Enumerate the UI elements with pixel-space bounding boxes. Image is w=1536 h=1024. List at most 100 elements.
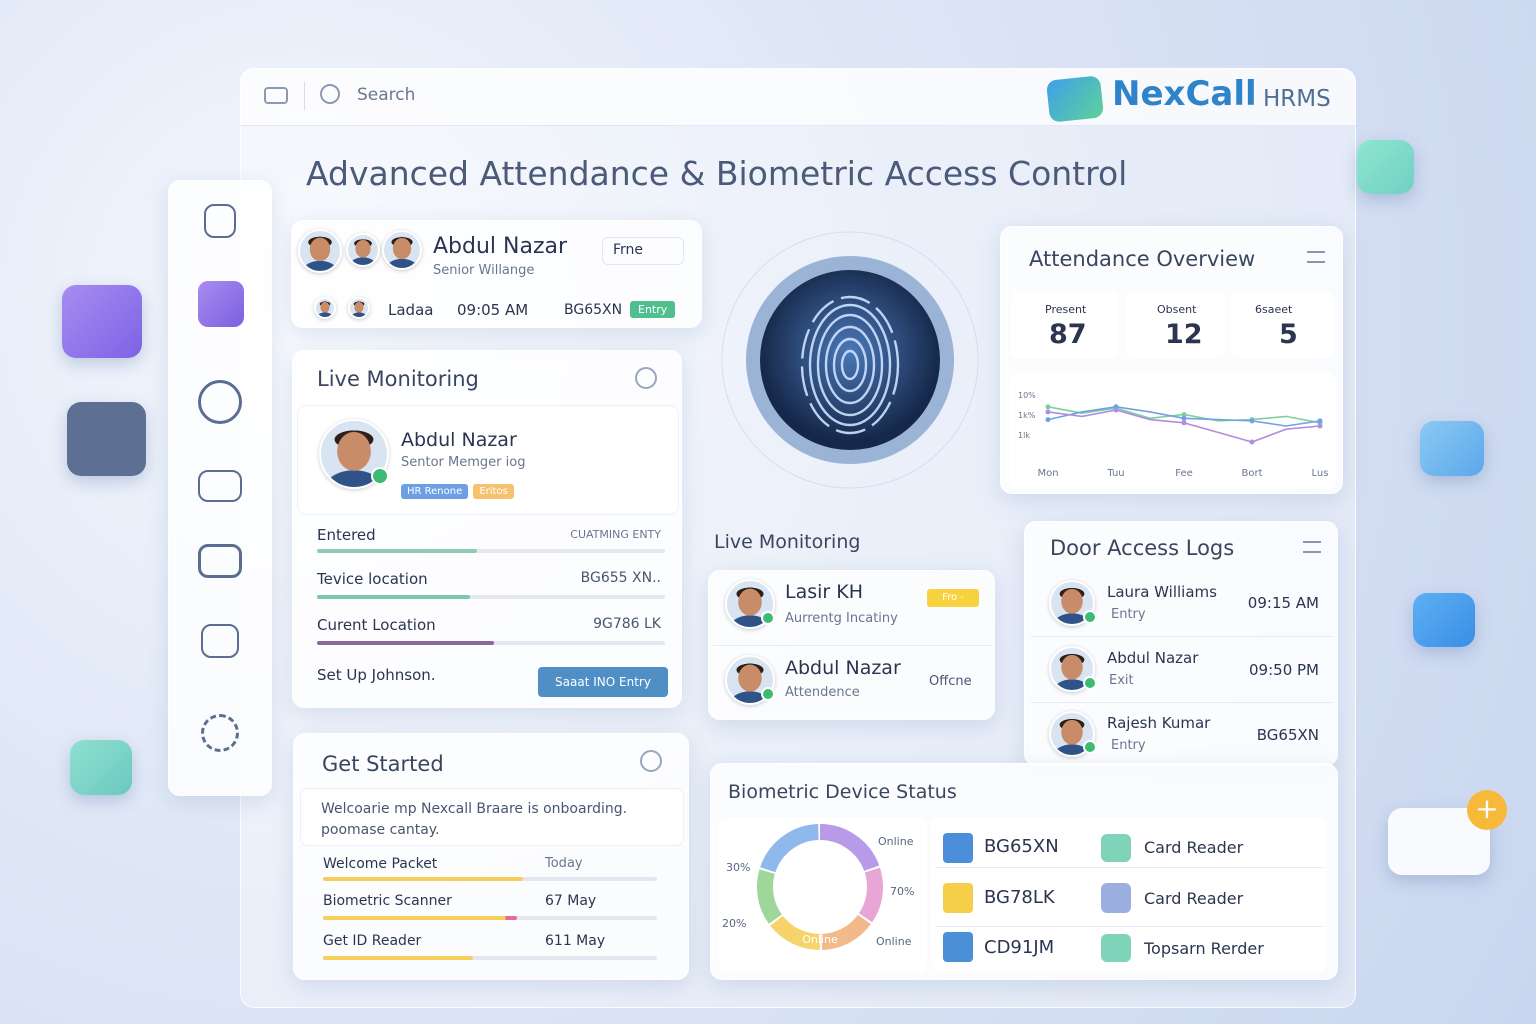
- stat-tile: 6saeet 5: [1231, 291, 1334, 358]
- fingerprint-lines: [800, 295, 900, 435]
- device-id: BG78LK: [984, 887, 1055, 908]
- nav-icon[interactable]: [204, 204, 236, 238]
- data-point: [1181, 411, 1187, 417]
- avatar: [346, 233, 380, 267]
- tag: Eritos: [473, 484, 514, 499]
- stat-value: 12: [1165, 319, 1203, 350]
- live-monitoring-card: Live Monitoring Abdul Nazar Sentor Memge…: [292, 350, 682, 708]
- filter-select[interactable]: Frne: [602, 237, 684, 265]
- search-input[interactable]: Search: [357, 85, 416, 105]
- verified-badge: [1083, 610, 1097, 624]
- card-title: Get Started: [322, 752, 444, 776]
- task-label: Get ID Reader: [323, 933, 422, 949]
- donut-segment: [757, 824, 883, 950]
- log-name: Laura Williams: [1107, 583, 1217, 601]
- checkbox[interactable]: [943, 833, 973, 863]
- row-separator: [1031, 636, 1333, 637]
- progress-fill: [317, 595, 471, 599]
- row-separator: [935, 926, 1323, 927]
- add-button[interactable]: [640, 750, 662, 772]
- menu-icon[interactable]: [1307, 251, 1325, 263]
- stat-value: 5: [1279, 319, 1298, 350]
- task-date: Today: [545, 856, 583, 871]
- door-access-logs-card: Door Access Logs Laura Williams Entry 09…: [1024, 521, 1338, 766]
- get-started-card: Get Started Welcoarie mp Nexcall Braare …: [293, 733, 689, 980]
- avatar: [348, 297, 370, 319]
- nav-icon[interactable]: [201, 714, 239, 752]
- person-detail: Aurrentg Incatiny: [785, 611, 898, 626]
- card-title: Door Access Logs: [1050, 536, 1235, 560]
- action-button[interactable]: Saaat INO Entry: [538, 667, 668, 697]
- progress-track: [317, 641, 665, 645]
- verified-badge: [1083, 676, 1097, 690]
- menu-icon[interactable]: [264, 87, 288, 104]
- nav-icon[interactable]: [201, 624, 239, 658]
- device-icon: [1101, 834, 1131, 862]
- donut-annotation: 30%: [726, 861, 750, 874]
- row-value: 9G786 LK: [593, 616, 661, 632]
- data-point: [1317, 423, 1323, 429]
- verified-badge: [761, 687, 775, 701]
- avatar: [314, 297, 336, 319]
- data-point: [1045, 409, 1051, 415]
- nav-icon[interactable]: [198, 380, 242, 424]
- task-date: 611 May: [545, 933, 606, 949]
- menu-icon[interactable]: [1303, 541, 1321, 553]
- row-label: Entered: [317, 526, 376, 544]
- stat-tile: Present 87: [1011, 291, 1118, 358]
- data-point: [1249, 439, 1255, 445]
- status-badge: Fro -: [927, 589, 979, 607]
- row-value: BG655 XN..: [580, 570, 661, 586]
- log-status: Entry: [1111, 607, 1146, 622]
- device-icon: [1101, 883, 1131, 913]
- nav-icon[interactable]: [198, 470, 242, 502]
- data-point: [1113, 407, 1119, 413]
- verified-badge: [1083, 740, 1097, 754]
- person-role: Sentor Memger iog: [401, 455, 526, 470]
- card-title: Biometric Device Status: [728, 781, 957, 803]
- checkbox[interactable]: [943, 883, 973, 913]
- nav-icon[interactable]: [198, 544, 242, 578]
- stat-label: Present: [1045, 303, 1087, 316]
- person-name: Abdul Nazar: [785, 657, 901, 679]
- log-value: 09:15 AM: [1247, 594, 1319, 612]
- verified-badge: [371, 467, 389, 485]
- progress-track: [323, 956, 657, 960]
- device-donut-chart: Online 30% 20% Online 70% Online: [722, 824, 914, 950]
- attendance-overview-card: Attendance Overview Present 87 Obsent 12…: [1000, 226, 1343, 494]
- device-id: CD91JM: [984, 937, 1055, 958]
- y-axis-label: 1lk: [1018, 431, 1030, 440]
- log-status: Entry: [1111, 738, 1146, 753]
- card-title: Live Monitoring: [317, 367, 479, 391]
- mail-float-icon: [1357, 140, 1414, 194]
- progress-track: [323, 916, 657, 920]
- task-label: Biometric Scanner: [323, 893, 452, 909]
- row-separator: [1031, 702, 1333, 703]
- row-label: Tevice location: [317, 570, 428, 588]
- log-value: BG65XN: [1256, 726, 1319, 744]
- live-monitoring-list: Lasir KH Aurrentg Incatiny Fro - Abdul N…: [708, 570, 995, 720]
- x-tick-label: Lus: [1312, 468, 1329, 479]
- person-name: Lasir KH: [785, 581, 864, 603]
- attendance-line-chart: 10% 1k% 1lk Mon Tuu Fee Bort Lus: [1018, 391, 1329, 479]
- x-tick-label: Fee: [1175, 468, 1193, 479]
- add-button[interactable]: [635, 367, 657, 389]
- data-point: [1181, 420, 1187, 426]
- footer-label: Set Up Johnson.: [317, 666, 436, 684]
- y-axis-label: 10%: [1018, 391, 1036, 400]
- donut-segment: [757, 824, 883, 950]
- chat-float-icon: [1413, 593, 1475, 647]
- stat-label: Obsent: [1157, 303, 1197, 316]
- row-label: Curent Location: [317, 616, 436, 634]
- row-label: Ladaa: [388, 301, 434, 319]
- device-icon: [1101, 934, 1131, 962]
- nav-icon-active[interactable]: [198, 281, 244, 327]
- add-float-button[interactable]: +: [1467, 790, 1507, 830]
- progress-fill: [323, 877, 524, 881]
- device-type: Topsarn Rerder: [1144, 939, 1264, 958]
- data-point: [1317, 418, 1323, 424]
- search-icon: [320, 84, 340, 104]
- checkbox[interactable]: [943, 932, 973, 962]
